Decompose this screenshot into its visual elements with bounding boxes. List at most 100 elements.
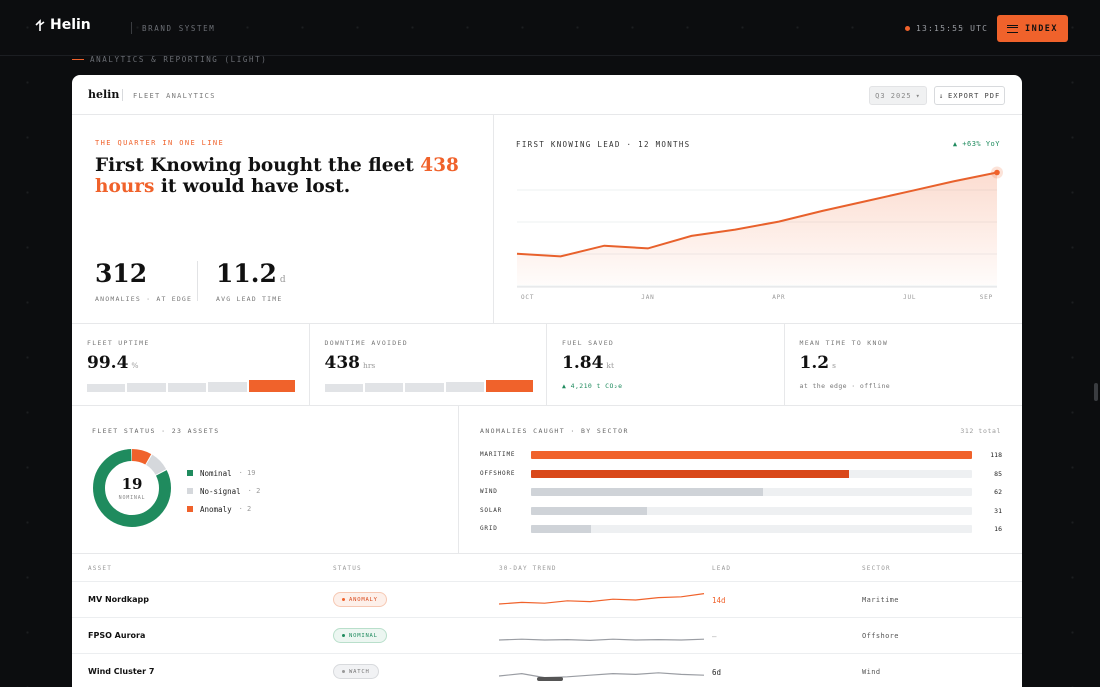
sector-name: MARITIME <box>480 451 516 458</box>
status-dot-icon <box>342 634 345 637</box>
kpi-mean-time-to-know: MEAN TIME TO KNOW 1.2 s at the edge · off… <box>785 324 1023 406</box>
kpi-bar-segment <box>405 382 444 392</box>
kpi-label: MEAN TIME TO KNOW <box>799 339 889 347</box>
column-header-sector[interactable]: SECTOR <box>862 565 891 572</box>
kpi-unit: hrs <box>363 361 376 370</box>
chevron-down-icon: ▾ <box>915 91 921 100</box>
legend-swatch <box>187 506 193 512</box>
kpi-unit: kt <box>606 361 614 370</box>
clock-text: 13:15:55 UTC <box>916 24 989 33</box>
column-header-status[interactable]: STATUS <box>333 565 362 572</box>
kpi-value: 99.4 <box>87 353 129 373</box>
x-tick-label: JUL <box>903 294 916 301</box>
legend-swatch <box>187 488 193 494</box>
card-logo: helin <box>88 88 120 101</box>
top-bar: Helin BRAND SYSTEM 13:15:55 UTC INDEX <box>0 0 1100 56</box>
status-legend: Nominal · 19 No-signal · 2 Anomaly · 2 <box>187 464 260 518</box>
kpi-fuel-saved: FUEL SAVED 1.84 kt ▲ 4,210 t CO₂e <box>547 324 785 406</box>
index-button[interactable]: INDEX <box>997 15 1068 42</box>
sector-bar-maritime[interactable]: MARITIME 118 <box>480 450 1002 460</box>
sector-value: 85 <box>994 469 1002 478</box>
sector-track <box>531 469 972 478</box>
asset-name: Wind Cluster 7 <box>88 667 155 676</box>
download-icon: ↓ <box>938 91 945 100</box>
sparkline-marker <box>537 677 563 681</box>
kpi-downtime-avoided: DOWNTIME AVOIDED 438 hrs <box>310 324 547 406</box>
sparkline-path <box>499 638 705 642</box>
kpi-bar-segment <box>364 383 404 392</box>
card-title: FLEET ANALYTICS <box>133 92 216 100</box>
table-row[interactable]: MV Nordkapp ANOMALY 14d Maritime <box>72 582 1022 618</box>
panel-title: ANOMALIES CAUGHT · BY SECTOR <box>480 427 629 435</box>
sector-value: 118 <box>990 451 1002 459</box>
sector-bar-offshore[interactable]: OFFSHORE 85 <box>480 469 1002 479</box>
index-label: INDEX <box>1024 23 1059 34</box>
quarter-summary: THE QUARTER IN ONE LINE First Knowing bo… <box>72 115 494 324</box>
sector-fill <box>531 525 591 533</box>
kpi-label: AVG LEAD TIME <box>216 295 283 303</box>
kpi-sub: ▲ 4,210 t CO₂e <box>562 382 623 390</box>
sector-fill <box>531 451 972 459</box>
sector-value: Maritime <box>862 596 899 604</box>
kpi-bar-segment <box>87 383 126 392</box>
eyebrow: THE QUARTER IN ONE LINE <box>95 139 225 147</box>
kpi-label: FLEET UPTIME <box>87 339 150 347</box>
kpi-value: 1.2 <box>799 353 830 373</box>
kpi-sub: at the edge · offline <box>799 382 891 390</box>
kpi-label: DOWNTIME AVOIDED <box>324 339 408 347</box>
kpi-unit: d <box>279 275 286 285</box>
kpi-row: FLEET UPTIME 99.4% DOWNTIME AVOIDED 438 h… <box>72 324 1022 406</box>
table-row[interactable]: Wind Cluster 7 WATCH 6d Wind <box>72 654 1022 687</box>
trend-sparkline <box>499 672 705 681</box>
sector-track <box>531 506 972 515</box>
middle-row: FLEET STATUS · 23 ASSETS 19 NOMINAL Nomi… <box>72 406 1022 554</box>
legend-count-value: 19 <box>247 469 256 477</box>
sector-bar-grid[interactable]: GRID 16 <box>480 524 1002 534</box>
trend-sparkline <box>499 638 705 642</box>
kpi-anomalies: 312 ANOMALIES · AT EDGE <box>95 259 192 303</box>
sparkline-path <box>499 672 705 679</box>
sector-track <box>531 525 972 533</box>
chart-title: FIRST KNOWING LEAD · 12 MONTHS <box>516 140 691 149</box>
kpi-value: 1.84 <box>562 353 604 373</box>
sector-name: OFFSHORE <box>480 469 516 477</box>
kpi-value: 11.2 <box>216 259 277 288</box>
column-header-trend[interactable]: 30-DAY TREND <box>499 565 557 572</box>
x-tick-label: SEP <box>980 294 993 301</box>
sector-name: WIND <box>480 488 498 495</box>
kpi-value: 312 <box>95 259 148 288</box>
kpi-value: 438 <box>324 353 361 373</box>
panel-title: FLEET STATUS · 23 ASSETS <box>92 427 220 435</box>
table-row[interactable]: FPSO Aurora NOMINAL — Offshore <box>72 618 1022 654</box>
kpi-bars <box>87 380 296 392</box>
section-label-text: ANALYTICS & REPORTING (LIGHT) <box>90 55 268 64</box>
donut-center: 19 NOMINAL <box>92 448 172 528</box>
lead-value: 14d <box>712 596 726 605</box>
section-dash <box>72 59 84 60</box>
status-text: NOMINAL <box>349 632 378 639</box>
section-label: ANALYTICS & REPORTING (LIGHT) <box>72 55 267 64</box>
sector-fill <box>531 506 647 515</box>
status-text: ANOMALY <box>349 596 378 603</box>
menu-icon <box>1006 24 1018 33</box>
sector-bar-solar[interactable]: SOLAR 31 <box>480 506 1002 516</box>
trend-sparkline <box>499 593 705 605</box>
sector-value: Offshore <box>862 632 899 640</box>
sector-bar-wind[interactable]: WIND 62 <box>480 487 1002 497</box>
quarter-select[interactable]: Q3 2025 ▾ <box>869 86 927 105</box>
sector-track <box>531 488 972 496</box>
export-pdf-button[interactable]: ↓ EXPORT PDF <box>934 86 1005 105</box>
sector-fill <box>531 469 849 478</box>
legend-name: Anomaly <box>200 504 232 514</box>
column-header-lead[interactable]: LEAD <box>712 565 732 572</box>
brand-logo[interactable]: Helin <box>34 17 91 33</box>
sector-fill <box>531 488 763 496</box>
hero-row: THE QUARTER IN ONE LINE First Knowing bo… <box>72 115 1022 324</box>
asset-name: FPSO Aurora <box>88 631 146 640</box>
scrollbar-thumb[interactable] <box>1094 383 1098 401</box>
donut-slice-nominal <box>93 449 171 527</box>
legend-count: · 2 <box>247 487 261 495</box>
kpi-bar-segment <box>486 380 533 392</box>
yoy-badge: ▲ +63% YoY <box>952 140 1000 148</box>
column-header-asset[interactable]: ASSET <box>88 565 113 572</box>
